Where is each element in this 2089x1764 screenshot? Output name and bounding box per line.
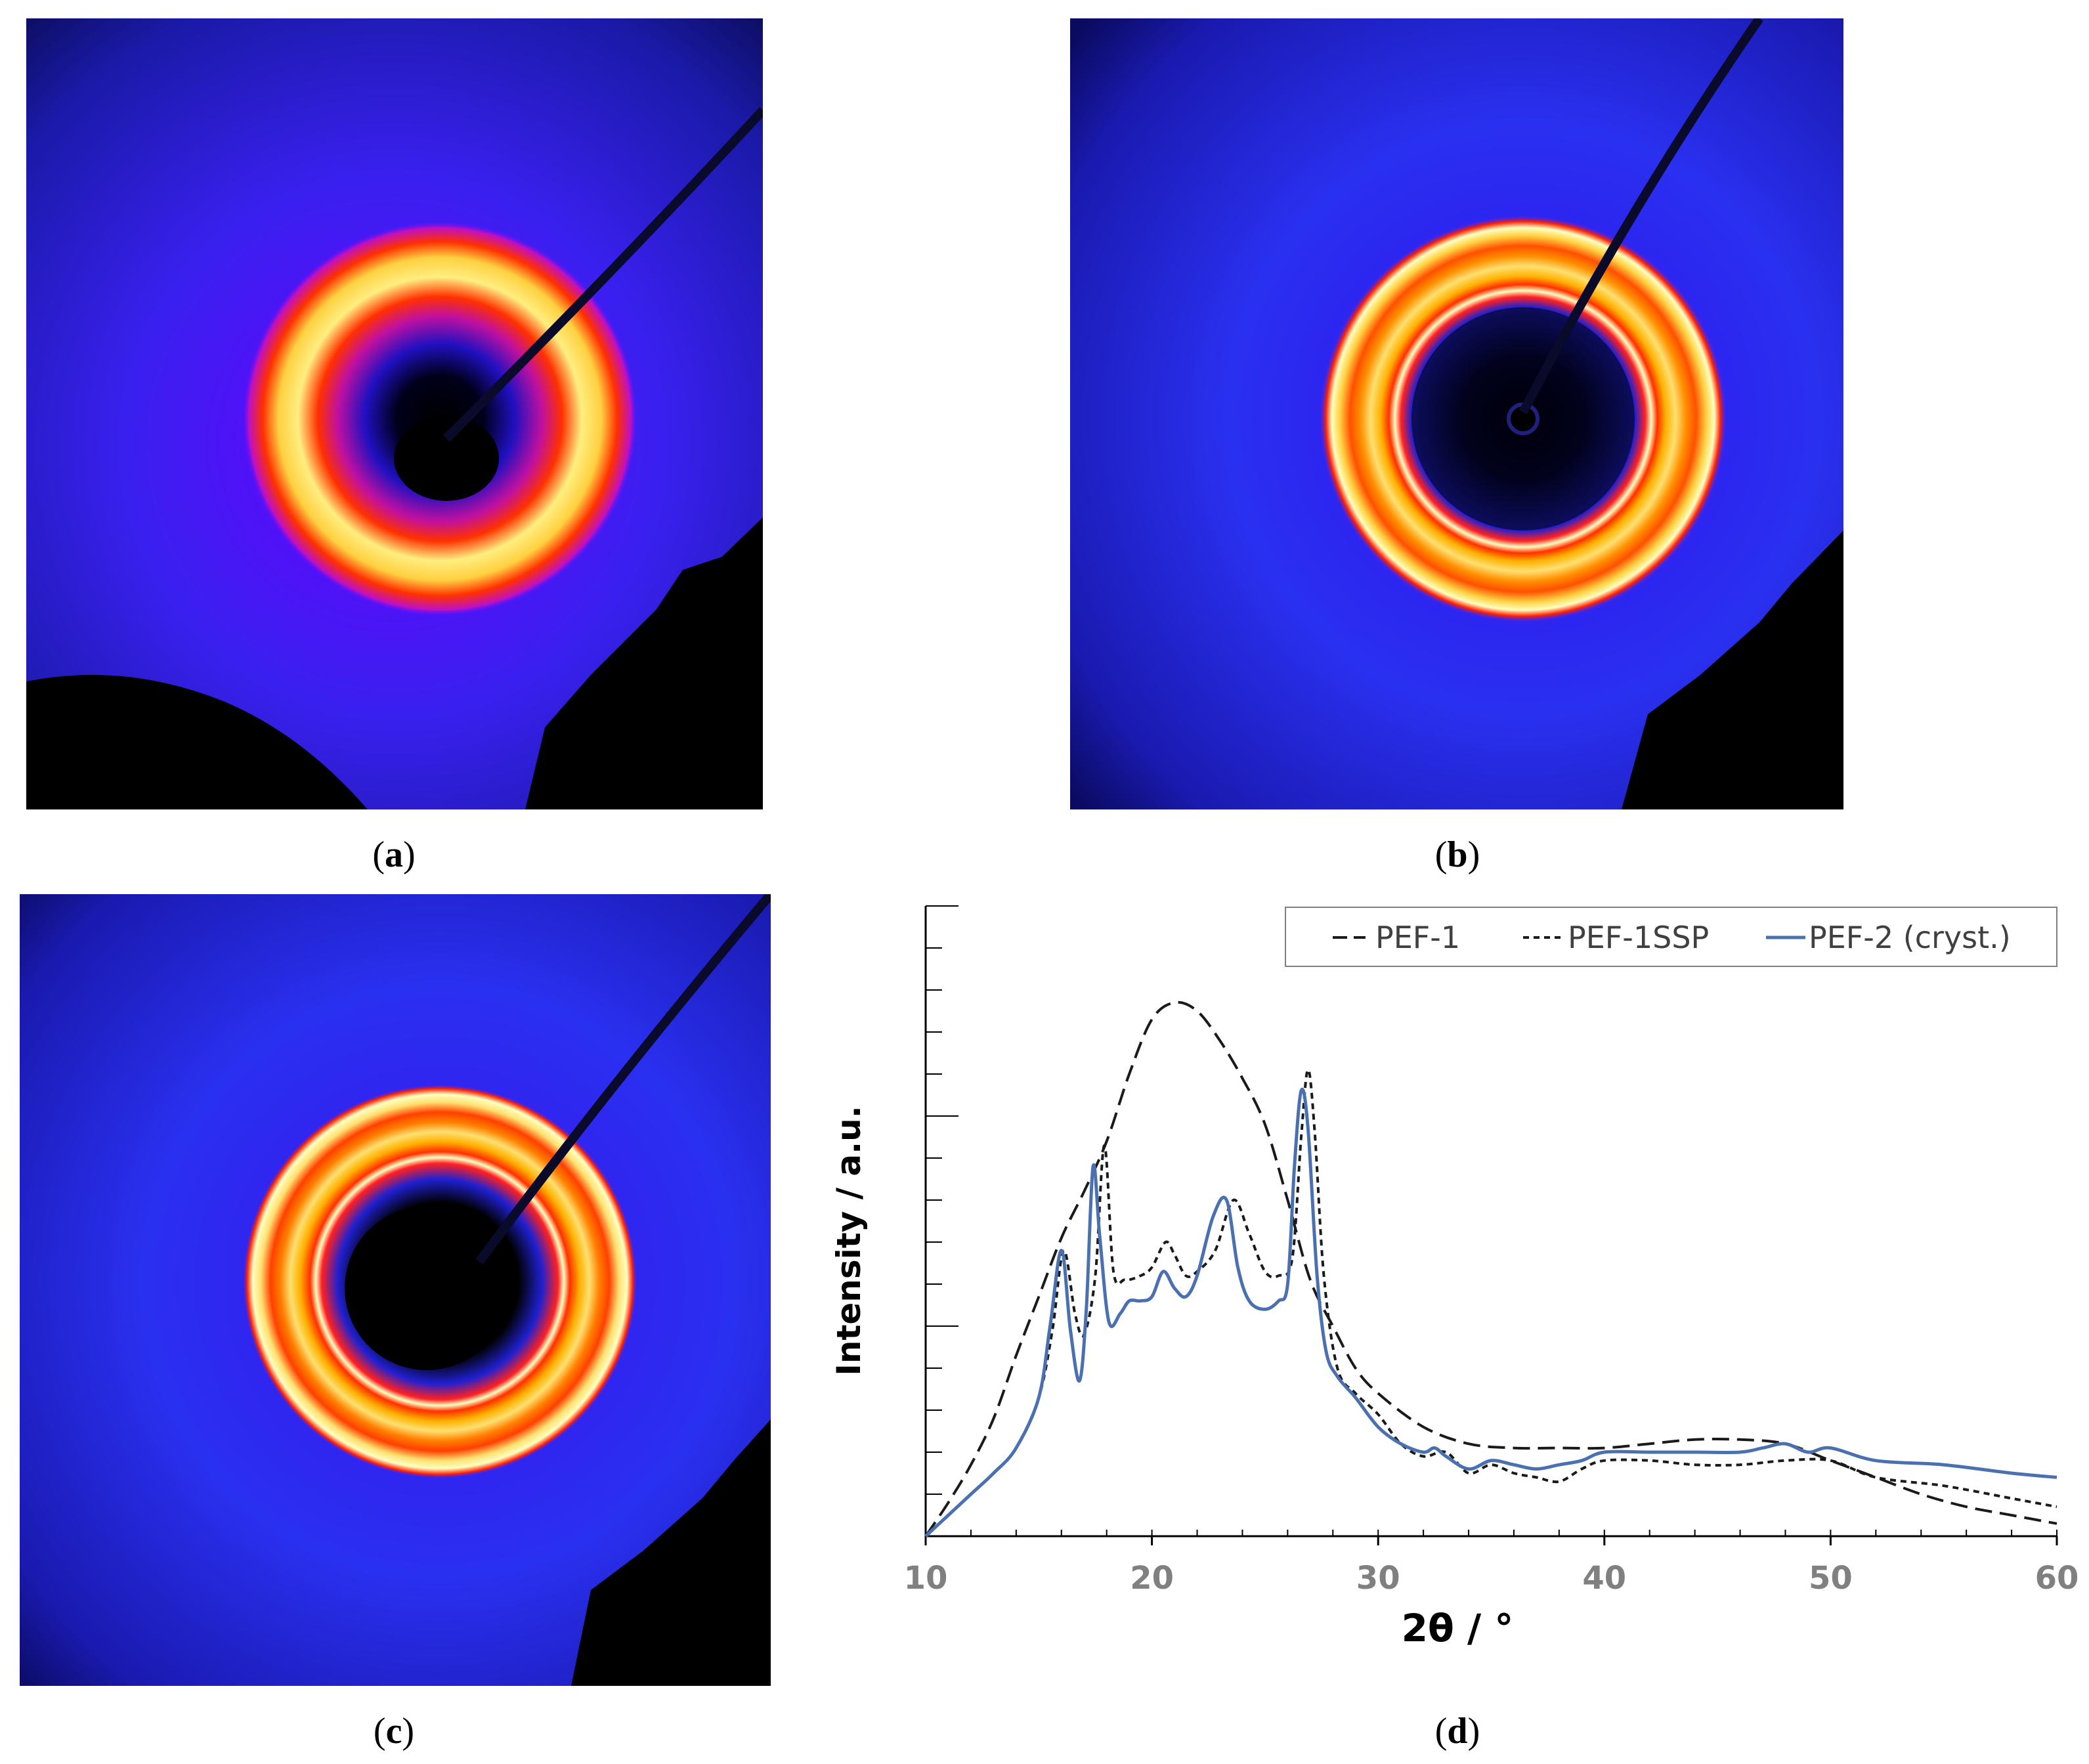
legend-box [1285, 907, 2057, 967]
series-line-pef-1ssp [924, 1068, 2057, 1538]
x-tick-label: 20 [1130, 1560, 1174, 1597]
y-axis-label: Intensity / a.u. [830, 1106, 868, 1375]
x-tick-label: 10 [904, 1560, 948, 1597]
series-line-pef-1 [924, 1000, 2057, 1538]
intensity-chart: 10 20 30 40 50 60 Intensity / a.u. 2θ / ° PEF… [830, 905, 2079, 1650]
diffraction-pattern-a [26, 18, 763, 809]
diffraction-pattern-c [20, 894, 771, 1686]
x-tick-label: 30 [1356, 1560, 1400, 1597]
caption-b: (b) [1434, 834, 1480, 875]
x-tick-label: 60 [2035, 1560, 2079, 1597]
diffraction-pattern-b [1070, 18, 1843, 809]
legend-label-pef1ssp: PEF-1SSP [1568, 920, 1709, 955]
caption-c: (c) [373, 1711, 415, 1752]
legend-label-pef2: PEF-2 (cryst.) [1809, 920, 2011, 955]
series-line-pef-2-cryst [924, 1088, 2057, 1538]
x-ticks: 10 20 30 40 50 60 [904, 1530, 2079, 1597]
caption-a: (a) [372, 834, 416, 875]
series-layer [924, 1000, 2057, 1538]
x-axis-label: 2θ / ° [1402, 1606, 1514, 1650]
caption-d: (d) [1434, 1711, 1480, 1752]
y-minor-ticks [926, 905, 958, 1537]
legend-label-pef1: PEF-1 [1375, 920, 1460, 955]
legend: PEF-1 PEF-1SSP PEF-2 (cryst.) [1285, 907, 2057, 967]
x-tick-label: 40 [1582, 1560, 1626, 1597]
x-tick-label: 50 [1809, 1560, 1853, 1597]
